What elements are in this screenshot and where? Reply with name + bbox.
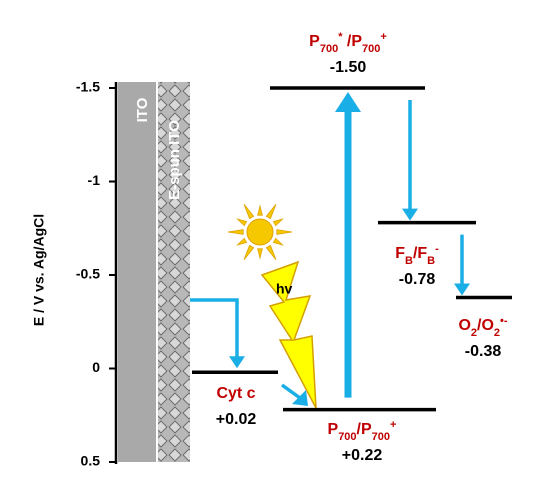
level-name-part: 700: [362, 43, 380, 55]
sun-ray: [243, 204, 255, 220]
level-name: P700* /P700+: [309, 31, 387, 55]
level-name-part: Cyt c: [216, 385, 255, 402]
light-label: hv: [276, 281, 293, 297]
arrow-shaft: [280, 383, 302, 400]
level-name-part: B: [405, 255, 413, 267]
level-name: Cyt c: [216, 385, 255, 402]
sun-ray: [272, 218, 284, 227]
y-tick-label: -0.5: [76, 266, 100, 282]
arrow-head: [229, 356, 245, 369]
level-name: O2/O2•-: [458, 315, 507, 339]
level-name-part: -: [435, 243, 439, 255]
arrow-head: [335, 92, 361, 112]
arrow-shaft: [190, 298, 239, 359]
arrow-head: [402, 208, 418, 221]
level-name-part: /P: [342, 33, 362, 50]
sun-ray: [265, 244, 277, 260]
level-name-part: 700: [338, 431, 356, 443]
level-name-part: O: [458, 317, 470, 334]
level-name-part: 2: [471, 327, 477, 339]
level-value: -0.38: [465, 343, 502, 360]
sun-ray: [243, 244, 255, 260]
level-name-part: /F: [413, 245, 427, 262]
y-tick-label: 0.5: [81, 453, 101, 469]
level-value: +0.02: [216, 411, 257, 428]
level-value: +0.22: [342, 447, 383, 464]
y-axis-label: E / V vs. Ag/AgCl: [31, 214, 47, 326]
y-tick-label: 0: [92, 359, 100, 375]
level-name-part: •-: [500, 315, 508, 327]
level-name-part: /O: [477, 317, 494, 334]
sun: [227, 204, 293, 260]
y-tick-label: -1: [88, 172, 101, 188]
level-name: P700/P700+: [328, 419, 397, 443]
level-name-part: 2: [494, 327, 500, 339]
electrode-label: E-spun ITO: [166, 120, 183, 200]
sun-ray: [236, 218, 248, 227]
sun-ray: [257, 204, 263, 216]
arrow-head: [292, 390, 308, 406]
y-tick-label: -1.5: [76, 79, 100, 95]
level-name-part: B: [427, 255, 435, 267]
sun-ray: [276, 229, 293, 235]
level-name-part: P: [328, 421, 339, 438]
electrode-label: ITO: [134, 97, 151, 122]
sun-ray: [272, 237, 284, 246]
level-name-part: +: [380, 31, 386, 43]
level-name-part: P: [309, 33, 320, 50]
level-name-part: F: [395, 245, 405, 262]
level-value: -0.78: [399, 271, 436, 288]
arrow-head: [454, 283, 470, 296]
lightning: [260, 260, 317, 409]
sun-ray: [236, 237, 248, 246]
level-name-part: 700: [372, 431, 390, 443]
sun-ray: [265, 204, 277, 220]
ito-electrode: [118, 82, 156, 462]
sun-ray: [257, 248, 263, 260]
sun-ray: [227, 229, 244, 235]
level-name-part: *: [338, 31, 343, 43]
level-name-part: +: [390, 419, 396, 431]
level-name-part: /P: [357, 421, 372, 438]
level-name-part: 700: [320, 43, 338, 55]
espun-ito-electrode: [158, 82, 190, 462]
level-value: -1.50: [330, 59, 367, 76]
level-name: FB/FB-: [395, 243, 439, 267]
